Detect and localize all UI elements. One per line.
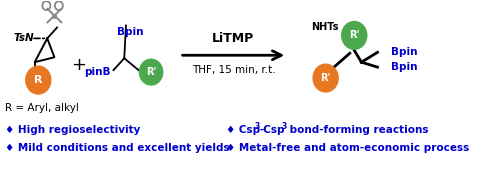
Text: bond-forming reactions: bond-forming reactions <box>286 125 428 135</box>
Text: ♦ Mild conditions and excellent yields: ♦ Mild conditions and excellent yields <box>5 143 230 153</box>
Text: R': R' <box>349 30 360 40</box>
Circle shape <box>342 22 367 49</box>
Text: THF, 15 min, r.t.: THF, 15 min, r.t. <box>192 65 275 75</box>
Text: Bpin: Bpin <box>391 47 417 57</box>
Text: Bpin: Bpin <box>117 27 143 37</box>
Text: R: R <box>34 75 42 85</box>
Text: TsN: TsN <box>13 33 34 43</box>
Circle shape <box>140 59 162 85</box>
Text: NHTs: NHTs <box>312 22 339 33</box>
Text: -Csp: -Csp <box>260 125 285 135</box>
Text: ♦ Metal-free and atom-economic process: ♦ Metal-free and atom-economic process <box>226 143 470 153</box>
Text: R = Aryl, alkyl: R = Aryl, alkyl <box>5 103 79 113</box>
Circle shape <box>313 64 338 92</box>
Text: +: + <box>71 56 86 74</box>
Text: 3: 3 <box>255 122 260 131</box>
Text: ♦ High regioselectivity: ♦ High regioselectivity <box>5 125 140 135</box>
Circle shape <box>26 66 51 94</box>
Text: LiTMP: LiTMP <box>212 32 254 45</box>
Text: R': R' <box>320 73 331 83</box>
Text: Bpin: Bpin <box>391 62 417 72</box>
Text: R': R' <box>146 67 156 77</box>
Text: ♦ Csp: ♦ Csp <box>226 125 260 135</box>
Text: pinB: pinB <box>84 67 110 77</box>
Text: 3: 3 <box>282 122 287 131</box>
